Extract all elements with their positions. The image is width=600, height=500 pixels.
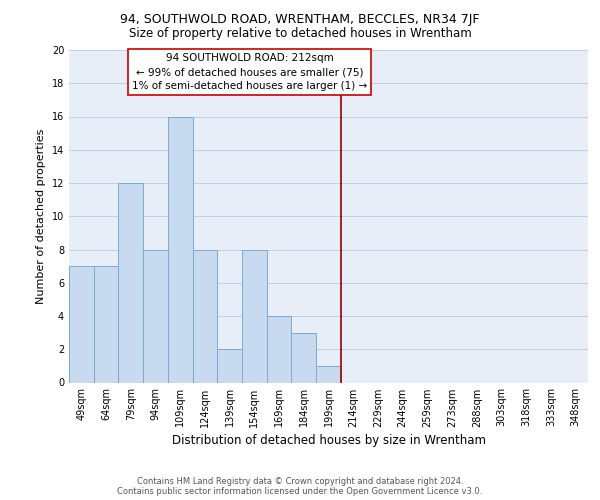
Bar — [94, 266, 118, 382]
Bar — [292, 332, 316, 382]
Text: 94 SOUTHWOLD ROAD: 212sqm
← 99% of detached houses are smaller (75)
1% of semi-d: 94 SOUTHWOLD ROAD: 212sqm ← 99% of detac… — [132, 54, 367, 92]
Bar — [69, 266, 94, 382]
X-axis label: Distribution of detached houses by size in Wrentham: Distribution of detached houses by size … — [172, 434, 485, 446]
Bar — [242, 250, 267, 382]
Bar — [316, 366, 341, 382]
Y-axis label: Number of detached properties: Number of detached properties — [36, 128, 46, 304]
Bar — [118, 183, 143, 382]
Text: Size of property relative to detached houses in Wrentham: Size of property relative to detached ho… — [128, 28, 472, 40]
Text: 94, SOUTHWOLD ROAD, WRENTHAM, BECCLES, NR34 7JF: 94, SOUTHWOLD ROAD, WRENTHAM, BECCLES, N… — [120, 12, 480, 26]
Bar — [267, 316, 292, 382]
Bar — [217, 349, 242, 382]
Bar — [193, 250, 217, 382]
Bar — [168, 116, 193, 382]
Bar — [143, 250, 168, 382]
Text: Contains HM Land Registry data © Crown copyright and database right 2024.
Contai: Contains HM Land Registry data © Crown c… — [118, 476, 482, 496]
